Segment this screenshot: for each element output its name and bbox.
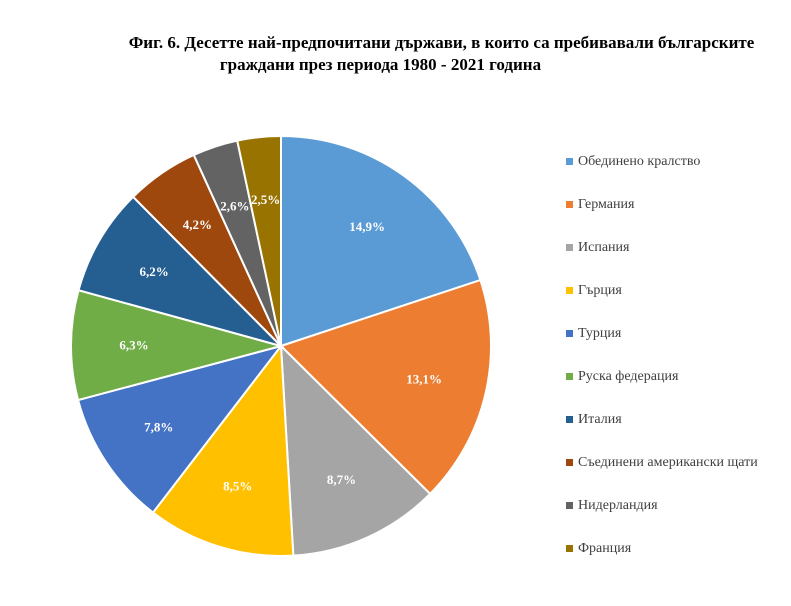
slice-data-label-1: 14,9% xyxy=(349,219,385,234)
chart-legend: Обединено кралство Германия Испания Гърция Т… xyxy=(566,140,786,570)
legend-swatch xyxy=(566,416,573,423)
legend-swatch xyxy=(566,502,573,509)
chart-title-line-2: граждани през периода 1980 - 2021 година xyxy=(219,55,542,74)
legend-label: Испания xyxy=(578,239,630,255)
legend-label: Съединени американски щати xyxy=(578,454,758,470)
legend-swatch xyxy=(566,287,573,294)
pie-slice-3 xyxy=(279,343,432,557)
slice-data-label-8: 4,2% xyxy=(183,217,212,232)
legend-label: Гърция xyxy=(578,282,622,298)
slice-data-label-7: 6,2% xyxy=(139,264,168,279)
legend-swatch xyxy=(566,201,573,208)
legend-item-1: Обединено кралство xyxy=(566,140,786,183)
legend-item-9: Нидерландия xyxy=(566,484,786,527)
legend-label: Обединено кралство xyxy=(578,153,701,169)
slice-data-label-5: 7,8% xyxy=(144,420,173,435)
slice-data-label-4: 8,5% xyxy=(223,479,252,494)
legend-swatch xyxy=(566,459,573,466)
legend-label: Турция xyxy=(578,325,622,341)
chart-title-line-1: Фиг. 6. Десетте най-предпочитани държави… xyxy=(128,33,755,52)
pie-slice-1 xyxy=(280,134,482,348)
pie-slice-4 xyxy=(151,343,295,557)
chart-title: Фиг. 6. Десетте най-предпочитани държави… xyxy=(0,32,791,76)
legend-item-8: Съединени американски щати xyxy=(566,441,786,484)
legend-label: Франция xyxy=(578,540,632,556)
slice-data-label-3: 8,7% xyxy=(327,472,356,487)
slice-data-label-10: 2,5% xyxy=(251,192,280,207)
legend-label: Руска федерация xyxy=(578,368,679,384)
slice-data-label-9: 2,6% xyxy=(220,198,249,213)
legend-swatch xyxy=(566,330,573,337)
legend-label: Нидерландия xyxy=(578,497,658,513)
pie-slice-2 xyxy=(279,278,492,496)
legend-label: Германия xyxy=(578,196,635,212)
legend-item-6: Руска федерация xyxy=(566,355,786,398)
legend-swatch xyxy=(566,158,573,165)
legend-item-3: Испания xyxy=(566,226,786,269)
slice-data-label-2: 13,1% xyxy=(406,372,442,387)
legend-swatch xyxy=(566,244,573,251)
legend-label: Италия xyxy=(578,411,622,427)
slice-data-label-6: 6,3% xyxy=(119,337,148,352)
legend-item-2: Германия xyxy=(566,183,786,226)
legend-item-5: Турция xyxy=(566,312,786,355)
legend-swatch xyxy=(566,545,573,552)
pie-slice-5 xyxy=(76,344,284,514)
legend-item-4: Гърция xyxy=(566,269,786,312)
legend-swatch xyxy=(566,373,573,380)
pie-slice-7 xyxy=(77,195,285,348)
legend-item-7: Италия xyxy=(566,398,786,441)
pie-slice-10 xyxy=(236,134,282,347)
pie-slice-6 xyxy=(70,288,285,402)
legend-item-10: Франция xyxy=(566,527,786,570)
